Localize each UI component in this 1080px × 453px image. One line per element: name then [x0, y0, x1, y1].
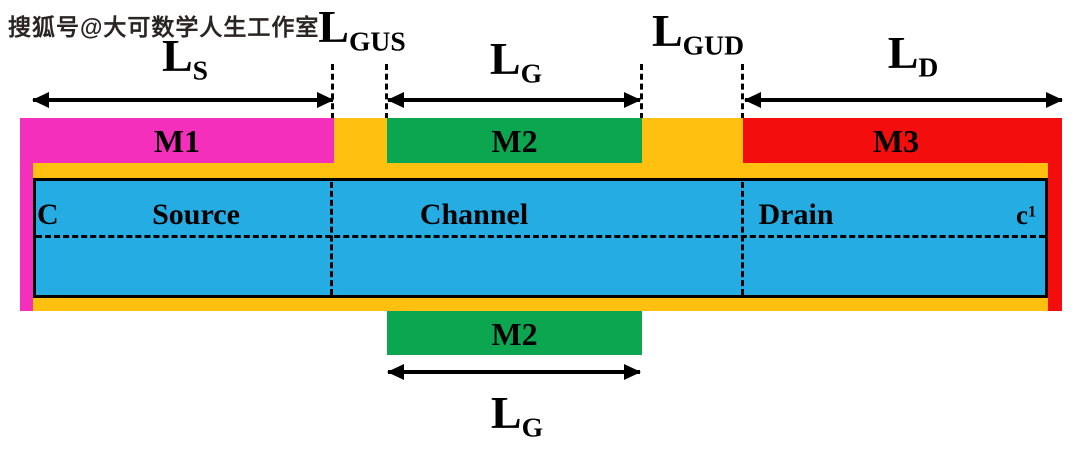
ls-label: LS — [162, 33, 208, 84]
m1-electrode-side-strip — [20, 118, 33, 311]
m2-bottom-label: M2 — [491, 316, 538, 352]
source-label: Source — [152, 198, 240, 231]
lgus-base: L — [318, 1, 349, 52]
lg-bottom-base: L — [490, 387, 522, 438]
ld-base: L — [887, 27, 919, 78]
silicon-body — [33, 178, 1048, 298]
m1-electrode-bar — [20, 118, 334, 163]
watermark-text: 搜狐号@大可数学人生工作室 — [8, 14, 320, 40]
lgud-sub: GUD — [682, 29, 745, 61]
lg-top-sub: G — [520, 57, 543, 89]
lgud-right-guide-line — [741, 64, 744, 119]
lgus-right-guide-line — [385, 64, 388, 119]
top-oxide-layer — [33, 163, 1048, 180]
ls-base: L — [161, 30, 193, 81]
lgus-left-guide-line — [331, 64, 334, 119]
drain-label: Drain — [758, 198, 834, 231]
body-center-dashed-line — [36, 235, 1045, 238]
right-contact-base: c — [1016, 200, 1028, 230]
lgud-label: LGUD — [652, 8, 744, 59]
lg-bottom-label: LG — [491, 390, 543, 441]
lg-bottom-sub: G — [521, 411, 544, 443]
source-channel-boundary-line — [330, 182, 333, 295]
ld-arrow — [745, 98, 1062, 102]
m3-electrode-bar — [743, 118, 1049, 163]
lgus-label: LGUS — [318, 4, 405, 55]
ls-arrow — [33, 98, 333, 102]
ld-label: LD — [888, 30, 939, 81]
right-contact-label: c1 — [1016, 202, 1036, 229]
lg-top-arrow — [388, 98, 640, 102]
m2-bottom-electrode-bar — [387, 311, 642, 355]
channel-label: Channel — [419, 198, 529, 231]
bottom-oxide-layer — [33, 298, 1048, 311]
left-contact-label: C — [37, 198, 59, 231]
channel-drain-boundary-line — [741, 182, 744, 295]
ld-sub: D — [918, 51, 939, 83]
lgud-left-guide-line — [640, 64, 643, 119]
lg-top-label: LG — [490, 36, 542, 87]
m2-top-electrode-bar — [387, 118, 642, 163]
lg-bottom-arrow — [388, 370, 640, 374]
m1-label: M1 — [153, 123, 201, 159]
lg-top-base: L — [489, 33, 521, 84]
m3-label: M3 — [872, 123, 920, 159]
lgud-base: L — [651, 5, 683, 56]
m2-top-label: M2 — [491, 123, 538, 159]
m3-electrode-side-strip — [1048, 118, 1062, 311]
right-contact-sup: 1 — [1027, 202, 1037, 221]
lgus-sub: GUS — [348, 25, 406, 57]
ls-sub: S — [192, 54, 209, 86]
